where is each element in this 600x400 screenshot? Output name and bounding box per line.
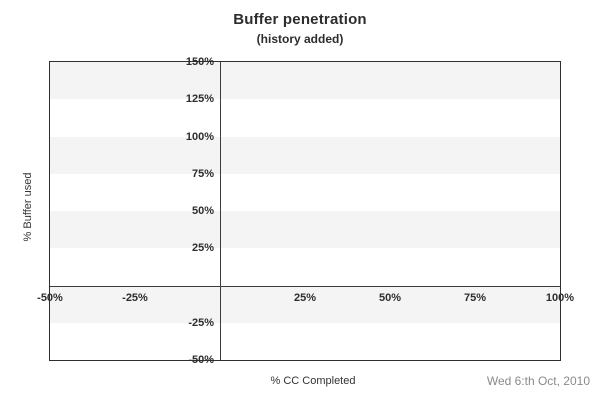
y-tick-label: 150% <box>185 56 214 68</box>
grid-band <box>50 99 560 137</box>
y-tick-label: -50% <box>188 354 214 366</box>
y-axis-title: % Buffer used <box>22 172 34 242</box>
grid-band <box>50 62 560 100</box>
grid-band <box>50 285 560 323</box>
zero-vertical-line <box>220 62 221 360</box>
x-tick-label: 50% <box>378 291 402 304</box>
grid-band <box>50 136 560 174</box>
chart-title: Buffer penetration <box>233 11 367 28</box>
x-axis-title: % CC Completed <box>270 375 356 387</box>
plot-area: 150% 125% 100% 75% 50% 25% -25% -50% -50% -25% 25%… <box>37 56 574 366</box>
x-tick-label: 75% <box>463 291 487 304</box>
y-tick-label: 75% <box>191 167 214 180</box>
grid-band <box>50 211 560 249</box>
x-axis-line <box>50 285 560 287</box>
x-tick-label: 25% <box>293 291 317 304</box>
grid-band <box>50 322 560 360</box>
date-stamp: Wed 6:th Oct, 2010 <box>486 374 590 388</box>
y-tick-label: -25% <box>188 316 214 329</box>
x-tick-label: 100% <box>545 291 575 304</box>
y-tick-label: 100% <box>185 130 214 143</box>
chart-subtitle: (history added) <box>256 32 344 46</box>
grid-band <box>50 173 560 211</box>
grid-band <box>50 248 560 286</box>
y-tick-label: 125% <box>185 93 214 106</box>
x-tick-label: -50% <box>37 291 63 304</box>
y-tick-label: 50% <box>191 205 214 217</box>
x-tick-label: -25% <box>122 291 148 304</box>
y-tick-label: 25% <box>191 242 214 255</box>
